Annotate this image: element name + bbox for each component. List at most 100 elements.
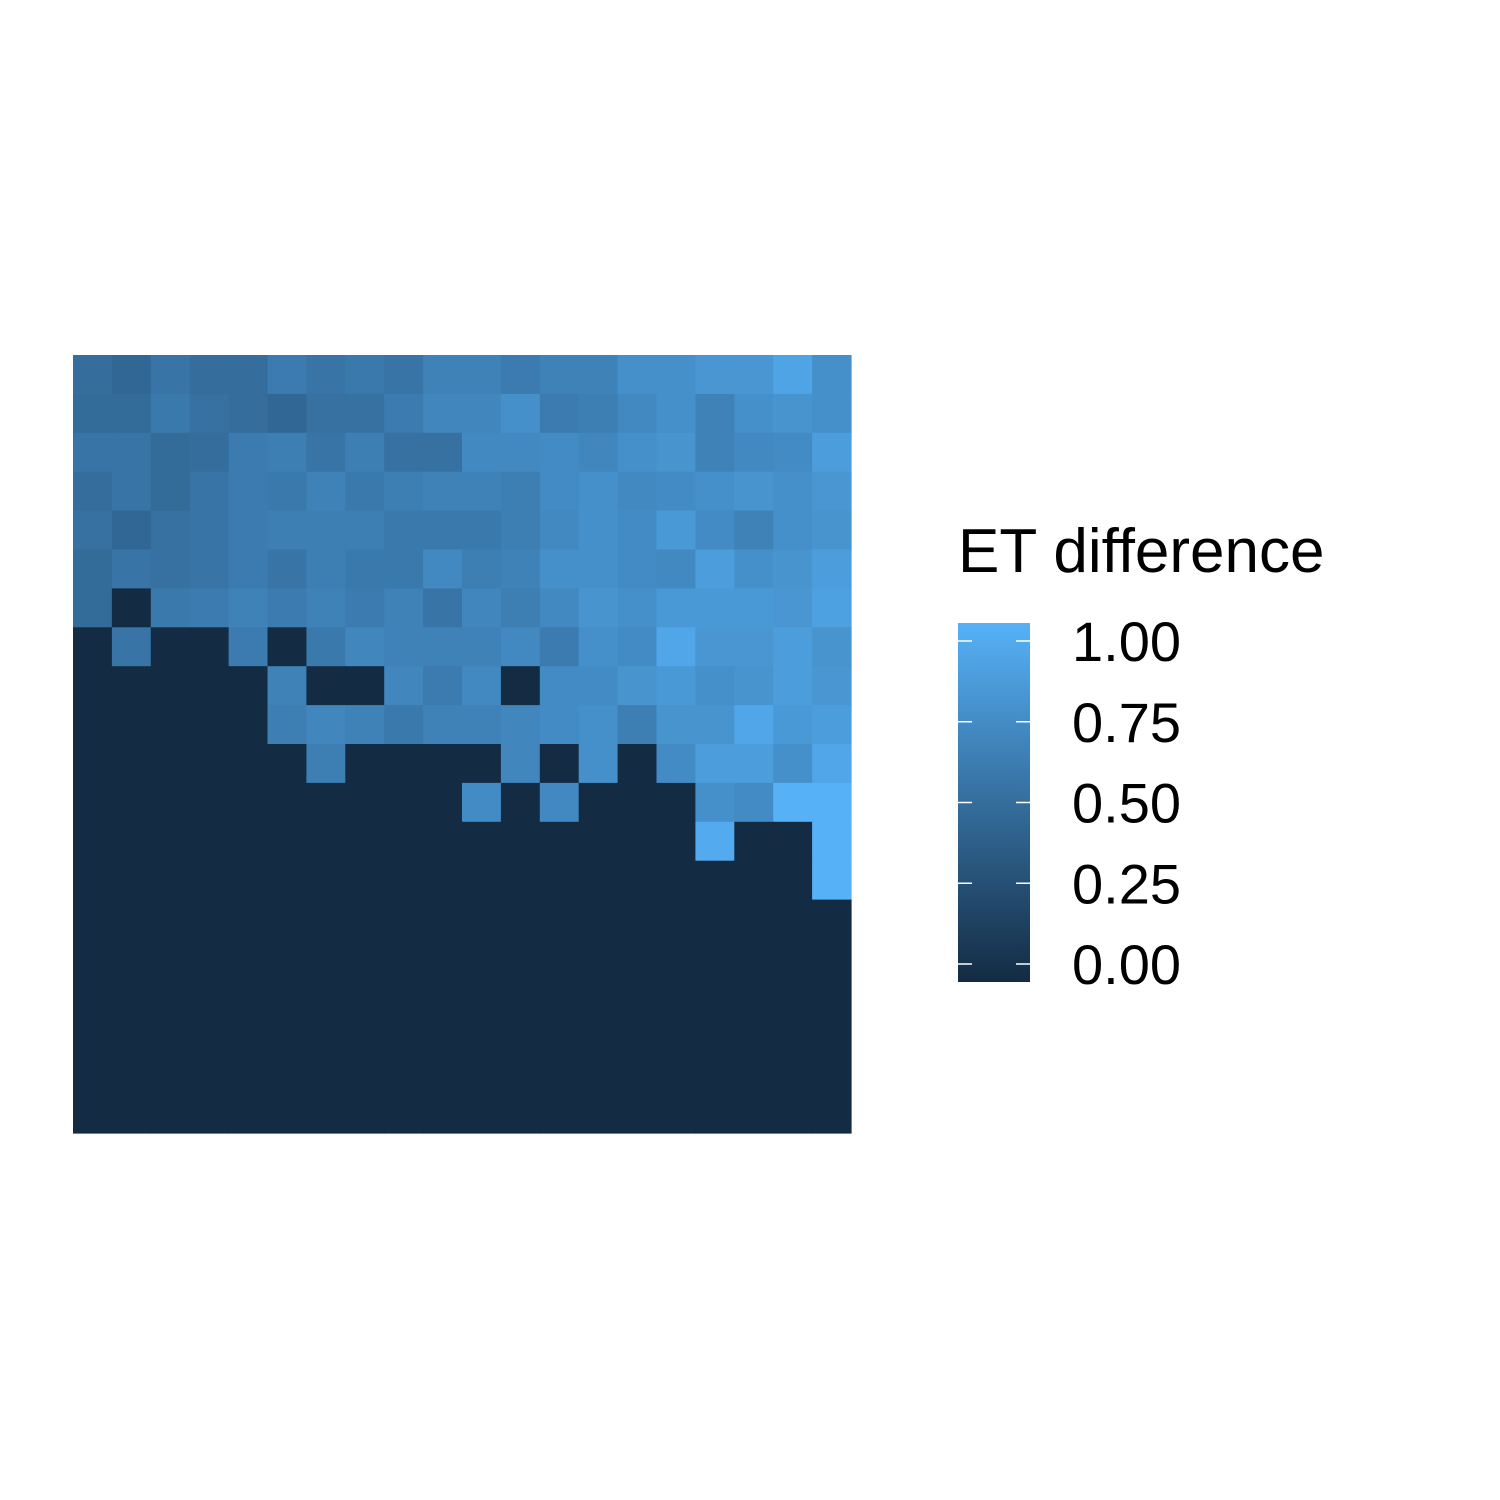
heatmap-cell — [578, 744, 619, 784]
heatmap-cell — [578, 782, 619, 823]
heatmap-cell — [423, 938, 463, 978]
heatmap-cell — [228, 938, 269, 978]
heatmap-cell — [228, 471, 269, 512]
legend-tick-label: 1.00 — [1072, 610, 1181, 673]
heatmap-cell — [228, 782, 269, 823]
heatmap-cell — [773, 588, 813, 628]
heatmap-cell — [384, 1094, 424, 1134]
heatmap-cell — [228, 1016, 269, 1056]
heatmap-cell — [578, 393, 619, 434]
heatmap-cell — [656, 782, 696, 823]
heatmap-cell — [150, 705, 191, 745]
heatmap-cell — [423, 821, 463, 862]
heatmap-cell — [695, 938, 735, 978]
heatmap-cell — [111, 549, 152, 589]
heatmap-cell — [773, 821, 813, 862]
heatmap-cell — [306, 627, 346, 667]
heatmap-cell — [228, 666, 269, 706]
heatmap-cell — [695, 666, 735, 706]
heatmap-cell — [345, 627, 385, 667]
heatmap-cell — [812, 744, 852, 784]
heatmap-cell — [111, 627, 152, 667]
heatmap-cell — [734, 666, 774, 706]
heatmap-cell — [462, 1016, 502, 1056]
heatmap-cell — [111, 1094, 152, 1134]
heatmap-cell — [500, 705, 541, 745]
heatmap-cell — [73, 355, 113, 395]
heatmap-cell — [812, 1094, 852, 1134]
heatmap-cell — [423, 1016, 463, 1056]
heatmap-cell — [812, 977, 852, 1017]
heatmap-cell — [578, 432, 619, 473]
heatmap-cell — [150, 1094, 191, 1134]
heatmap-cell — [384, 666, 424, 706]
heatmap-cell — [500, 588, 541, 628]
heatmap-cell — [111, 432, 152, 473]
heatmap-cell — [228, 899, 269, 940]
heatmap-cell — [384, 899, 424, 940]
heatmap-cell — [423, 471, 463, 512]
heatmap-cell — [656, 1055, 696, 1095]
heatmap-cell — [500, 627, 541, 667]
heatmap-cell — [539, 471, 580, 512]
heatmap-cell — [812, 355, 852, 395]
heatmap-cell — [462, 588, 502, 628]
heatmap-cell — [345, 977, 385, 1017]
heatmap-cell — [228, 549, 269, 589]
heatmap-cell — [617, 355, 658, 395]
heatmap-cell — [384, 355, 424, 395]
heatmap-cell — [773, 549, 813, 589]
heatmap-cell — [150, 432, 191, 473]
heatmap-cell — [812, 705, 852, 745]
heatmap-cell — [150, 744, 191, 784]
heatmap-cell — [462, 471, 502, 512]
heatmap-cell — [73, 744, 113, 784]
heatmap-cell — [462, 432, 502, 473]
heatmap-cell — [189, 588, 230, 628]
heatmap-cell — [423, 705, 463, 745]
heatmap-cell — [617, 510, 658, 551]
heatmap-cell — [734, 627, 774, 667]
heatmap-cell — [423, 666, 463, 706]
heatmap-cell — [423, 355, 463, 395]
heatmap-cell — [462, 355, 502, 395]
heatmap-cell — [656, 705, 696, 745]
heatmap-cell — [734, 744, 774, 784]
heatmap-cell — [423, 899, 463, 940]
heatmap-cell — [306, 510, 346, 551]
legend-tick-label: 0.75 — [1072, 691, 1181, 754]
heatmap-cell — [150, 549, 191, 589]
heatmap-cell — [384, 782, 424, 823]
heatmap-cell — [267, 744, 307, 784]
heatmap-cell — [812, 782, 852, 823]
heatmap-cell — [267, 1094, 307, 1134]
heatmap-cell — [306, 1016, 346, 1056]
heatmap-cell — [773, 1016, 813, 1056]
heatmap-cell — [228, 355, 269, 395]
heatmap-cell — [617, 705, 658, 745]
heatmap-cell — [462, 938, 502, 978]
heatmap-cell — [617, 432, 658, 473]
heatmap-cell — [345, 821, 385, 862]
heatmap-cell — [734, 977, 774, 1017]
heatmap-cell — [617, 666, 658, 706]
heatmap-cell — [656, 355, 696, 395]
heatmap-cell — [695, 588, 735, 628]
heatmap-cell — [656, 549, 696, 589]
heatmap-cell — [539, 744, 580, 784]
heatmap-cell — [812, 821, 852, 862]
heatmap-cell — [656, 432, 696, 473]
legend-tick-label: 0.25 — [1072, 852, 1181, 915]
heatmap-cell — [500, 393, 541, 434]
heatmap-cell — [423, 744, 463, 784]
heatmap-cell — [306, 588, 346, 628]
heatmap-cell — [423, 588, 463, 628]
heatmap-cell — [384, 432, 424, 473]
heatmap-cell — [228, 1055, 269, 1095]
heatmap-cell — [617, 1055, 658, 1095]
heatmap-cell — [539, 355, 580, 395]
heatmap-cell — [695, 1094, 735, 1134]
heatmap-cell — [773, 860, 813, 901]
heatmap-cell — [306, 938, 346, 978]
heatmap-cell — [423, 860, 463, 901]
